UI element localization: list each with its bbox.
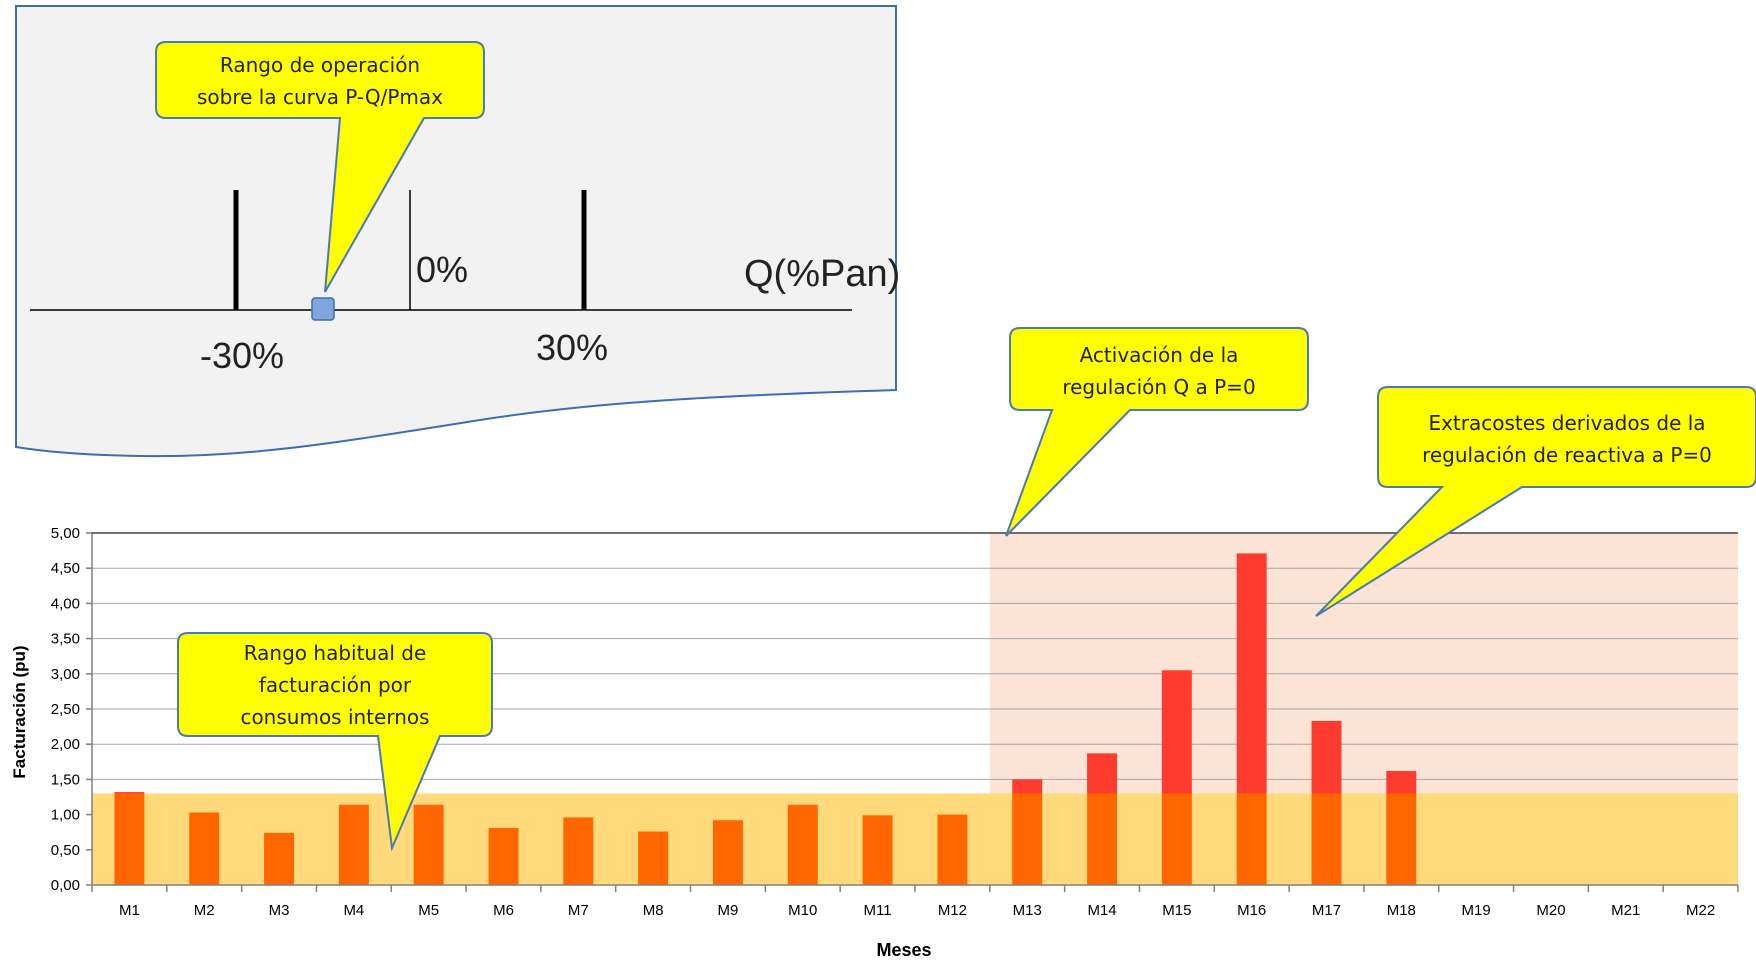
chart: 0,00 0,50 1,00 1,50 2,00 2,50 3,00 3,50 4,00 4,50… xyxy=(10,525,1739,960)
bar-excess xyxy=(1311,720,1342,794)
callout-usual-range-line1: Rango habitual de xyxy=(244,641,427,665)
bar xyxy=(1236,793,1267,885)
inset-label-zero: 0% xyxy=(416,249,468,290)
bar-excess xyxy=(1012,779,1043,794)
x-tick-label: M4 xyxy=(343,902,364,919)
y-tick-label: 4,00 xyxy=(51,595,80,612)
y-tick-label: 3,00 xyxy=(51,666,80,683)
callout-extra-costs-shape xyxy=(1315,386,1756,617)
x-tick-label: M20 xyxy=(1536,902,1565,919)
bar xyxy=(862,815,893,885)
bar xyxy=(1161,793,1192,885)
bar xyxy=(114,793,145,885)
bar xyxy=(712,820,743,885)
x-tick-label: M15 xyxy=(1162,902,1191,919)
x-tick-label: M3 xyxy=(269,902,290,919)
x-tick-label: M9 xyxy=(718,902,739,919)
bar xyxy=(563,817,594,885)
bar-excess xyxy=(1087,753,1118,794)
callout-activation-line1: Activación de la xyxy=(1080,343,1239,367)
callout-operating-range-line1: Rango de operación xyxy=(220,53,420,77)
bar xyxy=(264,832,295,885)
callout-usual-range: Rango habitual de facturación por consum… xyxy=(177,632,493,852)
callout-operating-range-line2: sobre la curva P-Q/Pmax xyxy=(197,85,443,109)
bar xyxy=(937,814,968,885)
bar-excess xyxy=(114,792,145,794)
callout-activation-line2: regulación Q a P=0 xyxy=(1062,375,1255,399)
bar xyxy=(413,804,444,885)
x-tick-label: M17 xyxy=(1312,902,1341,919)
bar xyxy=(1311,793,1342,885)
inset-axis-label: Q(%Pan) xyxy=(744,253,900,295)
x-tick-label: M16 xyxy=(1237,902,1266,919)
x-tick-label: M2 xyxy=(194,902,215,919)
x-tick-label: M7 xyxy=(568,902,589,919)
callout-usual-range-line3: consumos internos xyxy=(240,705,429,729)
y-tick-labels: 0,00 0,50 1,00 1,50 2,00 2,50 3,00 3,50 4,00 4,50… xyxy=(51,525,80,894)
x-tick-label: M19 xyxy=(1462,902,1491,919)
x-tick-label: M22 xyxy=(1686,902,1715,919)
callout-extra-costs: Extracostes derivados de la regulación d… xyxy=(1315,386,1756,617)
bar-excess xyxy=(1161,670,1192,794)
x-tick-label: M12 xyxy=(938,902,967,919)
bar xyxy=(1012,793,1043,885)
operating-point-marker xyxy=(311,297,335,321)
x-tick-label: M14 xyxy=(1087,902,1116,919)
x-tick-label: M1 xyxy=(119,902,140,919)
y-tick-label: 2,00 xyxy=(51,736,80,753)
y-axis-label: Facturación (pu) xyxy=(10,645,29,778)
x-tick-label: M8 xyxy=(643,902,664,919)
bar-excess xyxy=(1236,553,1267,794)
x-tick-label: M6 xyxy=(493,902,514,919)
x-tick-label: M10 xyxy=(788,902,817,919)
bar xyxy=(787,804,818,885)
y-tick-label: 1,00 xyxy=(51,807,80,824)
x-tick-labels: M1 M2 M3 M4 M5 M6 M7 M8 M9 M10 M11 M12 M13 M14 M15 M16 M… xyxy=(119,902,1715,919)
inset-label-pos: 30% xyxy=(536,327,608,368)
callout-usual-range-line2: facturación por xyxy=(259,673,412,697)
y-tick-label: 3,50 xyxy=(51,631,80,648)
callout-extra-costs-line2: regulación de reactiva a P=0 xyxy=(1422,443,1712,467)
x-tick-label: M13 xyxy=(1013,902,1042,919)
x-tick-label: M5 xyxy=(418,902,439,919)
bar xyxy=(338,804,369,885)
bar xyxy=(638,831,669,885)
inset-label-neg: -30% xyxy=(200,335,284,376)
callout-activation: Activación de la regulación Q a P=0 xyxy=(1005,327,1309,537)
bar-excess xyxy=(1386,770,1417,794)
y-tick-label: 0,00 xyxy=(51,877,80,894)
y-tick-label: 4,50 xyxy=(51,560,80,577)
callout-usual-range-shape xyxy=(177,632,493,852)
x-tick-label: M18 xyxy=(1387,902,1416,919)
y-tick-label: 1,50 xyxy=(51,771,80,788)
x-tick-marks xyxy=(91,885,1739,892)
x-tick-label: M11 xyxy=(864,902,892,919)
bar xyxy=(1386,793,1417,885)
bars xyxy=(114,553,1417,885)
bar xyxy=(1087,793,1118,885)
y-tick-label: 5,00 xyxy=(51,525,80,542)
callout-operating-range-shape xyxy=(155,41,485,293)
callout-extra-costs-line1: Extracostes derivados de la xyxy=(1428,411,1705,435)
callout-operating-range: Rango de operación sobre la curva P-Q/Pm… xyxy=(155,41,485,293)
bar xyxy=(189,812,220,885)
x-tick-label: M21 xyxy=(1611,902,1640,919)
callout-activation-shape xyxy=(1005,327,1309,537)
x-axis-label: Meses xyxy=(876,940,931,960)
bar xyxy=(488,827,519,885)
y-tick-label: 2,50 xyxy=(51,701,80,718)
y-tick-label: 0,50 xyxy=(51,842,80,859)
